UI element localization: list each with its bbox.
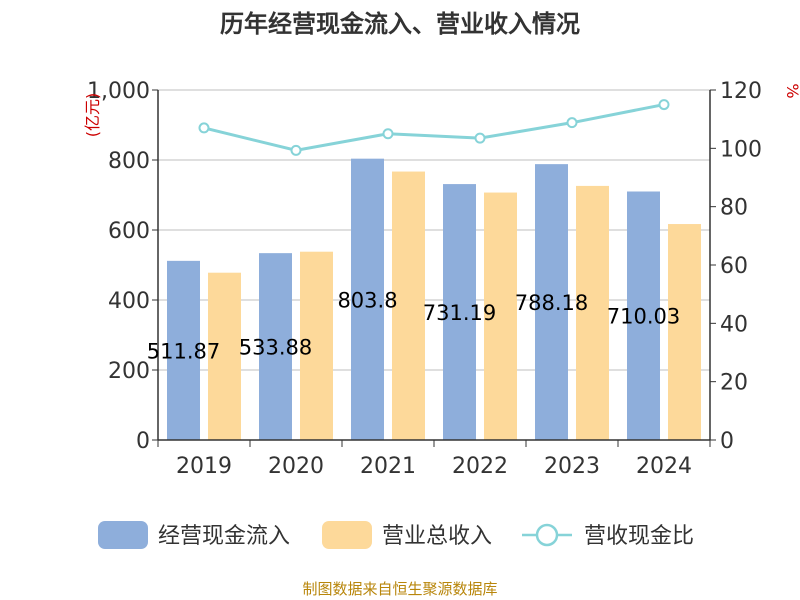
data-label-cash-inflow: 710.03 [607,305,680,329]
y-right-tick-label: 80 [720,196,748,221]
y-right-tick-label: 100 [720,137,762,162]
bar-revenue [576,185,609,440]
y-right-unit: % [783,83,800,98]
bar-cash-inflow [351,158,384,441]
ratio-point [198,122,210,134]
y-left-tick-label: 400 [108,289,150,314]
y-right-tick-label: 20 [720,371,748,396]
x-tick-label: 2019 [176,454,232,479]
y-left-tick-label: 1,000 [87,79,150,104]
data-label-cash-inflow: 803.8 [337,288,397,312]
data-label-cash-inflow: 511.87 [147,339,220,363]
data-label-cash-inflow: 533.88 [239,336,312,360]
ratio-point [290,144,302,156]
y-right-tick-label: 0 [720,429,734,454]
y-left-unit: (亿元) [83,93,102,138]
legend-label-revenue: 营业总收入 [382,524,492,549]
data-label-cash-inflow: 788.18 [515,291,588,315]
legend-label-cash-inflow: 经营现金流入 [158,524,290,549]
legend-label-ratio: 营收现金比 [584,524,694,549]
y-left-tick-label: 600 [108,219,150,244]
bar-cash-inflow [535,164,568,440]
bar-revenue [484,192,517,440]
data-labels: 511.87 533.88 803.8 731.19 788.18 710.03 [147,288,680,363]
y-right-tick-label: 40 [720,312,748,337]
bar-revenue [392,171,425,441]
ratio-point [382,128,394,140]
source-note: 制图数据来自恒生聚源数据库 [302,580,498,598]
ratio-line [203,103,665,152]
chart-title: 历年经营现金流入、营业收入情况 [220,10,580,38]
grid-lines [158,89,710,371]
x-tick-label: 2023 [544,454,600,479]
ratio-point [566,117,578,129]
bar-cash-inflow [259,253,292,440]
bar-cash-inflow [443,184,476,440]
legend-swatch-cash-inflow [98,521,148,549]
bar-revenue [668,224,701,440]
x-tick-label: 2020 [268,454,324,479]
y-left-tick-label: 200 [108,359,150,384]
ratio-line-layer [198,99,670,156]
ratio-point [474,132,486,144]
x-tick-label: 2021 [360,454,416,479]
bar-revenue [208,272,241,440]
y-right-tick-label: 60 [720,254,748,279]
y-left-tick-label: 800 [108,149,150,174]
legend-marker-ratio [535,523,559,547]
bar-cash-inflow [167,260,200,440]
bars [167,158,701,441]
ratio-point [658,99,670,111]
y-right-tick-label: 120 [720,79,762,104]
x-tick-label: 2024 [636,454,692,479]
axes: 0 200 400 600 800 1,000 0 20 40 60 80 100 120 (亿元)% 20… [83,79,800,479]
bar-revenue [300,251,333,440]
y-left-tick-label: 0 [136,429,150,454]
x-tick-label: 2022 [452,454,508,479]
data-label-cash-inflow: 731.19 [423,301,496,325]
legend-swatch-revenue [322,521,372,549]
bar-cash-inflow [627,191,660,440]
legend: 经营现金流入 营业总收入 营收现金比 [98,521,694,549]
